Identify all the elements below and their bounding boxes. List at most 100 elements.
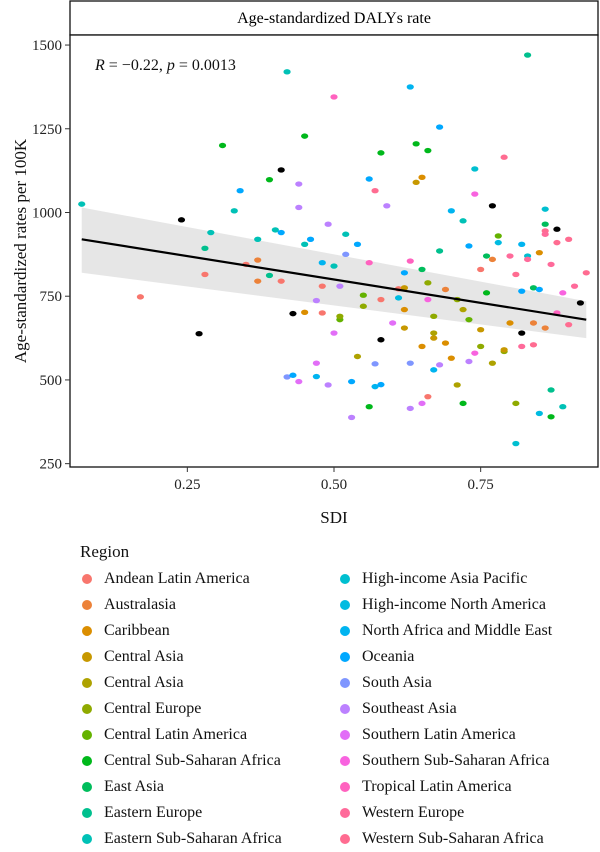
y-tick-label: 250 bbox=[40, 457, 63, 473]
data-point bbox=[465, 316, 473, 323]
legend-swatch bbox=[82, 730, 92, 740]
data-point bbox=[529, 342, 538, 348]
data-point bbox=[318, 260, 326, 266]
data-point bbox=[541, 231, 549, 237]
data-point bbox=[383, 203, 391, 209]
data-point bbox=[553, 239, 561, 246]
data-point bbox=[436, 248, 444, 254]
data-point bbox=[330, 263, 338, 269]
data-point bbox=[418, 343, 426, 350]
data-point bbox=[453, 382, 461, 388]
data-point bbox=[465, 358, 473, 365]
data-point bbox=[412, 179, 420, 186]
panel-strip bbox=[69, 0, 599, 36]
data-point bbox=[371, 383, 379, 390]
data-point bbox=[518, 330, 526, 336]
data-point bbox=[424, 296, 432, 303]
data-point bbox=[365, 404, 373, 410]
legend-swatch bbox=[340, 834, 350, 844]
legend-swatch bbox=[82, 782, 92, 792]
data-point bbox=[336, 283, 344, 289]
legend-label: Central Europe bbox=[104, 700, 202, 717]
data-point bbox=[547, 387, 555, 393]
data-point bbox=[488, 256, 496, 263]
data-point bbox=[365, 176, 373, 182]
data-point bbox=[541, 221, 549, 227]
data-point bbox=[342, 251, 350, 258]
data-point bbox=[430, 367, 438, 373]
data-point bbox=[494, 233, 502, 239]
legend-item: Central Asia bbox=[82, 670, 282, 696]
legend-swatch bbox=[82, 600, 92, 610]
data-point bbox=[177, 217, 186, 223]
legend-item: High-income North America bbox=[340, 592, 552, 618]
legend-label: High-income Asia Pacific bbox=[362, 570, 528, 587]
legend-label: Caribbean bbox=[104, 622, 170, 639]
data-point bbox=[371, 188, 379, 194]
data-point bbox=[518, 241, 526, 248]
data-point bbox=[230, 208, 238, 214]
data-point bbox=[459, 218, 467, 224]
data-point bbox=[418, 266, 426, 273]
legend-label: Central Latin America bbox=[104, 726, 248, 743]
y-axis: 250 500 750 1000 1250 1500 bbox=[32, 38, 70, 473]
data-point bbox=[78, 201, 86, 207]
legend-item: High-income Asia Pacific bbox=[340, 566, 552, 592]
data-point bbox=[218, 142, 227, 149]
data-point bbox=[506, 253, 514, 259]
data-point bbox=[406, 84, 414, 90]
data-point bbox=[295, 181, 303, 187]
x-axis-title: SDI bbox=[320, 508, 348, 527]
data-point bbox=[394, 295, 403, 301]
legend-item: Western Sub-Saharan Africa bbox=[340, 826, 552, 852]
legend-title: Region bbox=[80, 542, 130, 561]
data-point bbox=[406, 360, 414, 366]
legend-item: Central Latin America bbox=[82, 722, 282, 748]
data-point bbox=[136, 294, 144, 300]
data-point bbox=[547, 261, 555, 268]
y-tick-label: 750 bbox=[40, 289, 63, 305]
data-point bbox=[318, 283, 326, 289]
chart-title: Age-standardized DALYs rate bbox=[237, 10, 431, 27]
data-point bbox=[207, 229, 215, 236]
confidence-band bbox=[81, 207, 587, 339]
legend-swatch bbox=[82, 808, 92, 818]
y-tick-label: 1500 bbox=[32, 38, 62, 54]
x-tick-label: 0.25 bbox=[174, 477, 200, 493]
data-point bbox=[565, 321, 573, 328]
data-point bbox=[512, 440, 520, 447]
data-point bbox=[488, 203, 496, 209]
data-point bbox=[295, 204, 303, 211]
data-point bbox=[424, 147, 432, 154]
data-point bbox=[195, 331, 203, 337]
data-point bbox=[424, 280, 432, 286]
legend-label: Australasia bbox=[104, 596, 176, 613]
legend-label: Southeast Asia bbox=[362, 700, 457, 717]
y-tick-label: 500 bbox=[40, 373, 63, 389]
data-point bbox=[424, 393, 432, 400]
data-point bbox=[506, 320, 514, 326]
data-point bbox=[265, 272, 274, 279]
x-axis: 0.25 0.50 0.75 bbox=[174, 467, 494, 493]
legend-label: Southern Latin America bbox=[362, 726, 516, 743]
data-point bbox=[306, 236, 315, 242]
data-point bbox=[254, 278, 262, 284]
data-point bbox=[353, 241, 362, 248]
data-point bbox=[477, 343, 485, 350]
data-point bbox=[377, 337, 385, 343]
data-point bbox=[324, 221, 332, 227]
data-point bbox=[265, 176, 274, 183]
data-point bbox=[488, 360, 496, 366]
data-point bbox=[271, 227, 279, 233]
data-point bbox=[371, 361, 379, 367]
data-point bbox=[471, 166, 479, 172]
legend-item: Southern Latin America bbox=[340, 722, 552, 748]
data-point bbox=[301, 309, 309, 315]
legend-swatch bbox=[340, 756, 350, 766]
legend-item: East Asia bbox=[82, 774, 282, 800]
data-point bbox=[441, 286, 450, 293]
legend-label: Eastern Europe bbox=[104, 804, 203, 821]
data-point bbox=[459, 400, 467, 407]
legend-item: Tropical Latin America bbox=[340, 774, 552, 800]
data-point bbox=[535, 410, 543, 417]
